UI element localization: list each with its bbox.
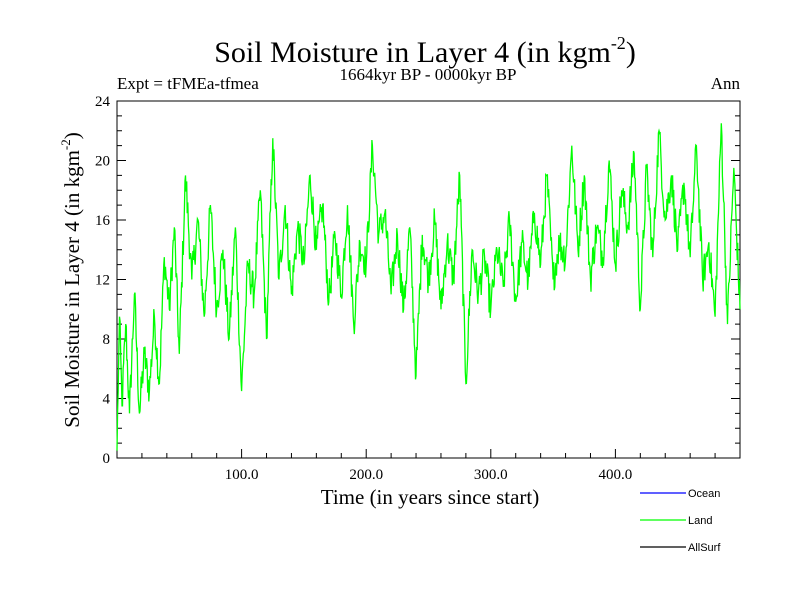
y-axis-ticks: 0 4 8 12 16 20 24 — [95, 94, 740, 467]
y-tick-label: 4 — [103, 392, 111, 408]
x-axis-ticks: 100.0 200.0 300.0 400.0 — [141, 449, 716, 483]
y-tick-label: 20 — [95, 154, 110, 170]
x-tick-label: 100.0 — [225, 467, 259, 483]
experiment-label: Expt = tFMEa-tfmea — [117, 74, 259, 93]
y-tick-label: 0 — [103, 451, 111, 467]
legend-label-land: Land — [688, 515, 712, 527]
series-line-land — [116, 123, 741, 451]
legend-label-ocean: Ocean — [688, 488, 720, 500]
chart-title-superscript: -2 — [611, 33, 626, 53]
legend-label-allsurf: AllSurf — [688, 542, 721, 554]
y-axis-label: Soil Moisture in Layer 4 (in kgm-2) — [58, 132, 84, 427]
chart-title: Soil Moisture in Layer 4 (in kgm-2) — [214, 33, 636, 69]
legend: Ocean Land AllSurf — [640, 488, 721, 554]
x-tick-label: 200.0 — [349, 467, 383, 483]
y-tick-label: 8 — [103, 332, 111, 348]
y-axis-label-superscript: -2 — [58, 139, 73, 150]
y-tick-label: 24 — [95, 94, 111, 110]
y-tick-label: 12 — [95, 273, 110, 289]
x-tick-label: 300.0 — [474, 467, 508, 483]
chart-title-close: ) — [626, 36, 636, 69]
y-axis-label-close: ) — [60, 132, 84, 139]
season-label: Ann — [711, 74, 741, 93]
x-axis-label: Time (in years since start) — [321, 485, 540, 509]
chart-subtitle: 1664kyr BP - 0000kyr BP — [340, 65, 517, 84]
y-tick-label: 16 — [95, 213, 111, 229]
x-tick-label: 400.0 — [599, 467, 633, 483]
